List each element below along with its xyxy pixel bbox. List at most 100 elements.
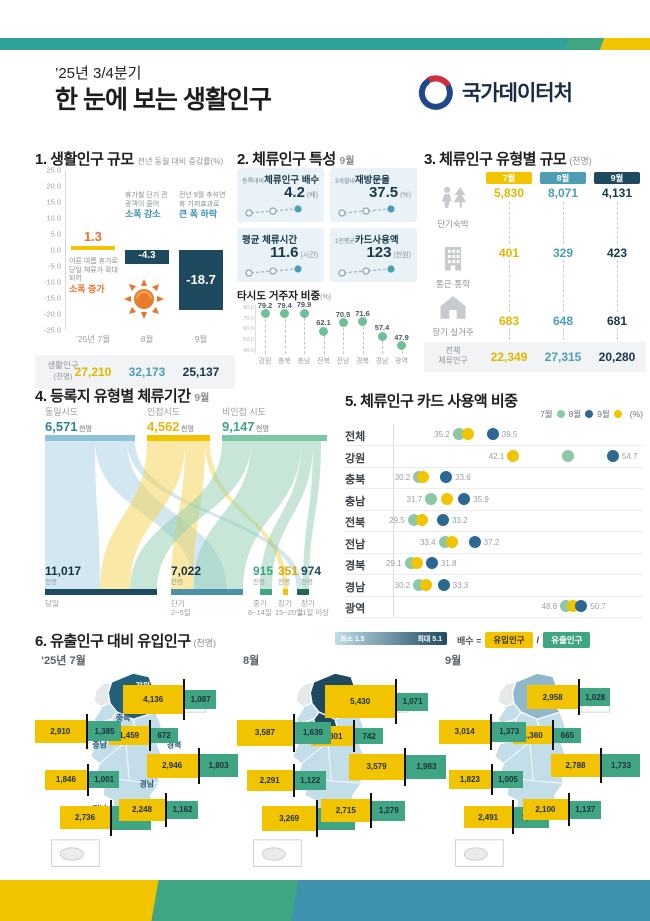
month-dot (425, 557, 438, 569)
card-value: 123 (천원) (366, 244, 411, 261)
region-name-label: 충남 (92, 740, 108, 750)
section-card-spending-share: 5. 체류인구 카드 사용액 비중 7월 8월 9월 (%) 전체 35.2 39.5 강원… (345, 390, 643, 618)
bar-august-value: -4.3 (138, 250, 156, 261)
section4-period: 9월 (194, 393, 210, 404)
svg-text:천명: 천명 (45, 577, 57, 586)
type-size-table: 7월 8월 9월 단기숙박 5,830 8,071 4,131 통근·통학 401 329 423 장… (424, 148, 646, 372)
lollipop-stem (343, 322, 344, 354)
outflow-bar: 1,803 (199, 754, 238, 778)
row-label: 충남 (345, 495, 366, 508)
month-dot (417, 471, 430, 483)
card-value: 4.2 (배) (284, 184, 318, 201)
inflow-bar: 2,491 (464, 806, 512, 829)
column-dash (509, 328, 510, 340)
bar-divider (490, 763, 493, 796)
trend-dots-icon (338, 265, 395, 277)
inflow-bar: 5,430 (325, 685, 396, 719)
bar-divider (197, 747, 200, 784)
svg-text:장기: 장기 (278, 598, 292, 608)
svg-text:천명: 천명 (301, 577, 313, 586)
spending-row: 충남 31.7 35.9 (345, 488, 643, 511)
legend-dot (556, 410, 565, 418)
bar-divider (148, 720, 151, 751)
y-tick: -15.0 (43, 293, 61, 303)
lollipop-value: 70.5 (335, 309, 351, 319)
trend-dots-icon (245, 265, 302, 277)
row-icon-block: 통근·통학 (424, 244, 482, 290)
bar-july-value: 1.3 (83, 228, 103, 244)
row-label: 장기 실거주 (432, 327, 474, 337)
region-name-label: 경북 (166, 740, 182, 750)
spending-row: 경북 29.1 31.8 (345, 553, 643, 575)
bar-divider (164, 793, 167, 827)
month-dot (440, 471, 453, 483)
svg-text:11,017: 11,017 (45, 564, 81, 578)
flow-bar-pair: 3,587 1,639 (237, 713, 332, 752)
month-dot (420, 578, 433, 591)
lollipop-dot (377, 331, 387, 341)
bar-divider (490, 713, 493, 750)
cell-value: 329 (552, 246, 574, 260)
lollipop-stem (382, 336, 383, 354)
y-tick: -20.0 (43, 309, 61, 319)
row-label: 전남 (345, 538, 366, 551)
x-label: ’25년 7월 (75, 334, 111, 344)
outflow-bar: 1,005 (492, 770, 524, 789)
legend-label: 9월 (597, 409, 610, 419)
bar-divider (567, 793, 570, 827)
total-label: 전체 체류인구 (438, 346, 468, 365)
lollipop-dot (260, 309, 270, 319)
cell-value: 5,830 (493, 186, 525, 200)
top-color-strip (0, 38, 650, 50)
cell-value: 681 (606, 314, 628, 328)
inflow-bar: 2,100 (523, 799, 568, 821)
month-dot (425, 492, 438, 505)
svg-text:동일시도: 동일시도 (45, 407, 78, 417)
flow-bar-pair: 2,715 1,279 (321, 793, 406, 829)
ratio-formula: 배수 = 유입인구 / 유출인구 (457, 632, 591, 648)
map-month-label: ’25년 7월 (41, 655, 86, 667)
inflow-bar: 2,910 (35, 719, 86, 744)
card-name: 평균 체류시간 (242, 235, 298, 246)
month-dot (561, 449, 574, 462)
card-title: 등록대비체류인구 배수 (242, 172, 319, 186)
row-track: 33.4 37.2 (393, 531, 643, 553)
month-chip: 7월 (486, 172, 532, 184)
section-inflow-vs-outflow: 6. 유출인구 대비 유입인구 (천명) 최소 1.5 최대 5.1 배수 = 유… (35, 630, 640, 867)
row-icon-block: 단기숙박 (424, 184, 482, 230)
bar-divider (315, 800, 318, 838)
y-tick: 5.0 (50, 229, 61, 239)
section5-title: 5. 체류인구 카드 사용액 비중 (345, 393, 518, 410)
bar-september: -18.7 (179, 250, 223, 310)
inflow-bar: 3,579 (348, 753, 405, 780)
spending-row: 전체 35.2 39.5 (345, 424, 643, 446)
trait-card: 평균 체류시간 11.6 (시간) (237, 228, 324, 282)
region-capital (497, 681, 517, 708)
lollipop-value: 79.4 (277, 300, 292, 310)
month-dot (436, 514, 449, 526)
outflow-bar: 1,137 (569, 800, 601, 819)
bar-divider (395, 679, 398, 725)
month-dot (416, 514, 429, 526)
flow-bar-pair: 3,579 1,983 (348, 747, 447, 786)
total-row: 전체 체류인구 22,349 27,315 20,280 (424, 342, 646, 372)
month-dot (437, 578, 450, 591)
cell-value: 8,071 (547, 186, 579, 200)
formula-prefix: 배수 = (457, 635, 482, 646)
flow-bar-pair: 2,248 1,162 (119, 793, 199, 827)
row-track: 35.2 39.5 (393, 424, 643, 445)
lollipop-category: 충남 (297, 358, 311, 365)
max-value: 37.2 (483, 537, 500, 547)
card-title: 3개월내재방문율 (335, 172, 412, 186)
month-dot (486, 428, 499, 440)
lollipop-dot (338, 318, 348, 328)
section2-period: 9월 (339, 156, 355, 167)
trait-card: 1인평균카드사용액 123 (천원) (330, 228, 417, 282)
min-value: 33.4 (419, 537, 436, 547)
lollipop-value: 57.4 (374, 323, 390, 333)
lollipop-dot (358, 317, 367, 327)
month-dot (575, 600, 588, 612)
bar-divider (353, 720, 356, 753)
region-name-label: 충북 (115, 713, 131, 723)
flow-bar-pair: 4,136 1,087 (123, 679, 217, 720)
